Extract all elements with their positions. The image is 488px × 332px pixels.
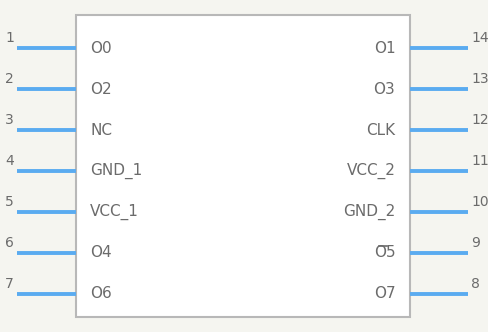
Text: 13: 13	[471, 72, 488, 86]
Text: 4: 4	[5, 154, 14, 168]
Text: 14: 14	[471, 31, 488, 45]
Text: O4: O4	[90, 245, 112, 260]
Text: CLK: CLK	[366, 123, 395, 137]
Text: GND_2: GND_2	[343, 204, 395, 220]
Text: 5: 5	[5, 195, 14, 209]
Text: NC: NC	[90, 123, 112, 137]
Text: 3: 3	[5, 113, 14, 127]
Text: 7: 7	[5, 277, 14, 291]
Bar	[76, 15, 410, 317]
Text: 12: 12	[471, 113, 488, 127]
Text: O0: O0	[90, 41, 112, 56]
Text: 8: 8	[471, 277, 480, 291]
Text: O2: O2	[90, 82, 112, 97]
Text: 9: 9	[471, 236, 480, 250]
Text: O7: O7	[374, 286, 395, 301]
Text: O6: O6	[90, 286, 112, 301]
Text: VCC_1: VCC_1	[90, 204, 139, 220]
Text: 6: 6	[5, 236, 14, 250]
Text: O1: O1	[374, 41, 395, 56]
Text: 11: 11	[471, 154, 488, 168]
Text: 2: 2	[5, 72, 14, 86]
Text: VCC_2: VCC_2	[346, 163, 395, 179]
Text: O3: O3	[373, 82, 395, 97]
Text: GND_1: GND_1	[90, 163, 142, 179]
Text: 1: 1	[5, 31, 14, 45]
Text: O5: O5	[374, 245, 395, 260]
Text: 10: 10	[471, 195, 488, 209]
